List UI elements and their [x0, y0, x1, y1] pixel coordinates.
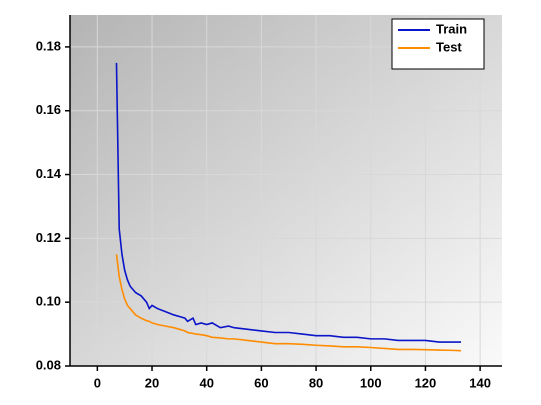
- x-tick-label: 0: [94, 375, 101, 390]
- y-tick-label: 0.12: [36, 230, 61, 245]
- plot-area: [70, 15, 502, 366]
- y-tick-label: 0.08: [36, 357, 61, 372]
- x-tick-label: 40: [199, 375, 213, 390]
- x-tick-label: 120: [415, 375, 437, 390]
- line: [115, 254, 462, 352]
- legend-label: Test: [436, 39, 462, 54]
- legend-label: Train: [436, 21, 467, 36]
- line: [115, 62, 461, 343]
- x-tick-label: 60: [254, 375, 268, 390]
- x-tick-label: 20: [145, 375, 159, 390]
- y-tick-label: 0.16: [36, 102, 61, 117]
- legend-box: [391, 18, 485, 70]
- x-tick-label: 80: [309, 375, 323, 390]
- x-tick-label: 100: [360, 375, 382, 390]
- x-tick-label: 140: [469, 375, 491, 390]
- y-tick-label: 0.18: [36, 38, 61, 53]
- y-tick-label: 0.14: [36, 166, 62, 181]
- y-tick-label: 0.10: [36, 294, 61, 309]
